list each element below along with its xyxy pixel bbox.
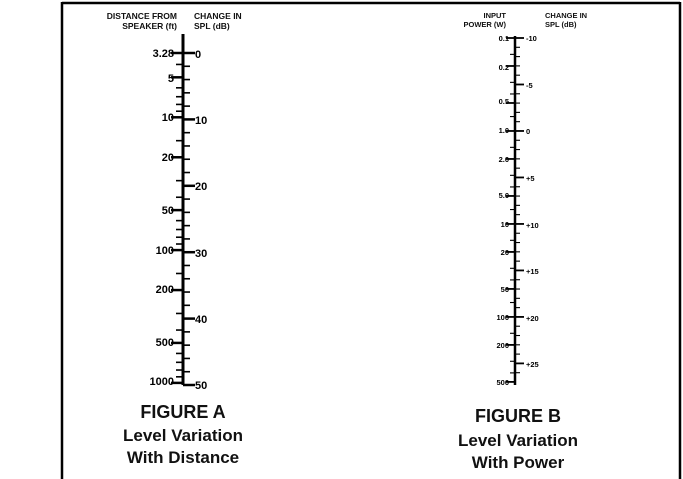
figure-a-title-line2: With Distance (126, 448, 240, 467)
figure-a-label: FIGURE A (140, 402, 226, 422)
power-label: 2.0 (499, 155, 509, 164)
spl-change-label: 50 (195, 380, 207, 392)
spl-header-b-line2: SPL (dB) (545, 19, 577, 29)
distance-label: 10 (162, 112, 174, 124)
spl-change-label: 0 (195, 49, 201, 61)
power-label: 10 (501, 220, 509, 229)
figure-b-label: FIGURE B (474, 406, 561, 426)
distance-label: 20 (162, 152, 174, 164)
scale-b-power-labels: 0.1 0.2 0.5 1.0 2.0 5.0 10 20 50 100 200… (496, 34, 509, 387)
power-label: 0.2 (499, 63, 509, 72)
distance-header-line2: SPEAKER (ft) (122, 20, 177, 31)
power-label: 500 (496, 378, 509, 387)
distance-label: 200 (156, 284, 174, 296)
figure-b-title-line2: With Power (471, 453, 565, 472)
distance-label: 5 (168, 73, 174, 85)
spl-change-label: +10 (526, 221, 539, 230)
power-label: 1.0 (499, 126, 509, 135)
power-label: 5.0 (499, 191, 509, 200)
scale-b-ticks (506, 37, 524, 383)
power-label: 0.1 (499, 34, 509, 43)
figure-a-title: Level Variation With Distance (83, 425, 283, 469)
figure-b-title: Level Variation With Power (418, 430, 618, 474)
spl-change-label: 40 (195, 314, 207, 326)
spl-change-label: 10 (195, 115, 207, 127)
spl-change-label: 20 (195, 181, 207, 193)
scale-a: 3.28 5 10 20 50 100 200 500 1000 0 10 20… (150, 34, 207, 392)
spl-header-a-line2: SPL (dB) (194, 20, 230, 31)
spl-header-a-line1: CHANGE IN (194, 11, 242, 21)
scale-b: 0.1 0.2 0.5 1.0 2.0 5.0 10 20 50 100 200… (496, 34, 538, 387)
figure-b-title-line1: Level Variation (458, 431, 578, 450)
power-header-line1: INPUT (483, 11, 507, 20)
distance-header: DISTANCE FROM SPEAKER (ft) (70, 11, 177, 31)
scale-b-spl-labels: -10 -5 0 +5 +10 +15 +20 +25 (526, 34, 539, 369)
spl-change-label: +20 (526, 314, 539, 323)
power-header-line2: POWER (W) (463, 19, 507, 29)
spl-header-a: CHANGE IN SPL (dB) (194, 11, 274, 31)
distance-label: 100 (156, 245, 174, 257)
power-label: 200 (496, 341, 509, 350)
power-label: 50 (501, 285, 509, 294)
spl-header-b: CHANGE IN SPL (dB) (545, 11, 615, 29)
spl-change-label: +25 (526, 360, 539, 369)
spl-header-b-line1: CHANGE IN (545, 11, 588, 20)
distance-header-line1: DISTANCE FROM (106, 11, 177, 21)
distance-label: 50 (162, 205, 174, 217)
spl-change-label: 30 (195, 248, 207, 260)
power-header: INPUT POWER (W) (440, 11, 507, 29)
scale-a-spl-labels: 0 10 20 30 40 50 (195, 49, 207, 392)
spl-change-label: -10 (526, 34, 537, 43)
power-label: 100 (496, 313, 509, 322)
scale-a-distance-labels: 3.28 5 10 20 50 100 200 500 1000 (150, 48, 174, 388)
distance-label: 500 (156, 337, 174, 349)
power-label: 20 (501, 248, 509, 257)
spl-change-label: -5 (526, 81, 533, 90)
scale-a-ticks (171, 51, 195, 387)
distance-label: 3.28 (153, 48, 174, 60)
power-label: 0.5 (499, 97, 509, 106)
figure-a-title-line1: Level Variation (123, 426, 243, 445)
spl-change-label: 0 (526, 127, 530, 136)
distance-label: 1000 (150, 376, 174, 388)
spl-change-label: +15 (526, 267, 539, 276)
spl-change-label: +5 (526, 174, 535, 183)
